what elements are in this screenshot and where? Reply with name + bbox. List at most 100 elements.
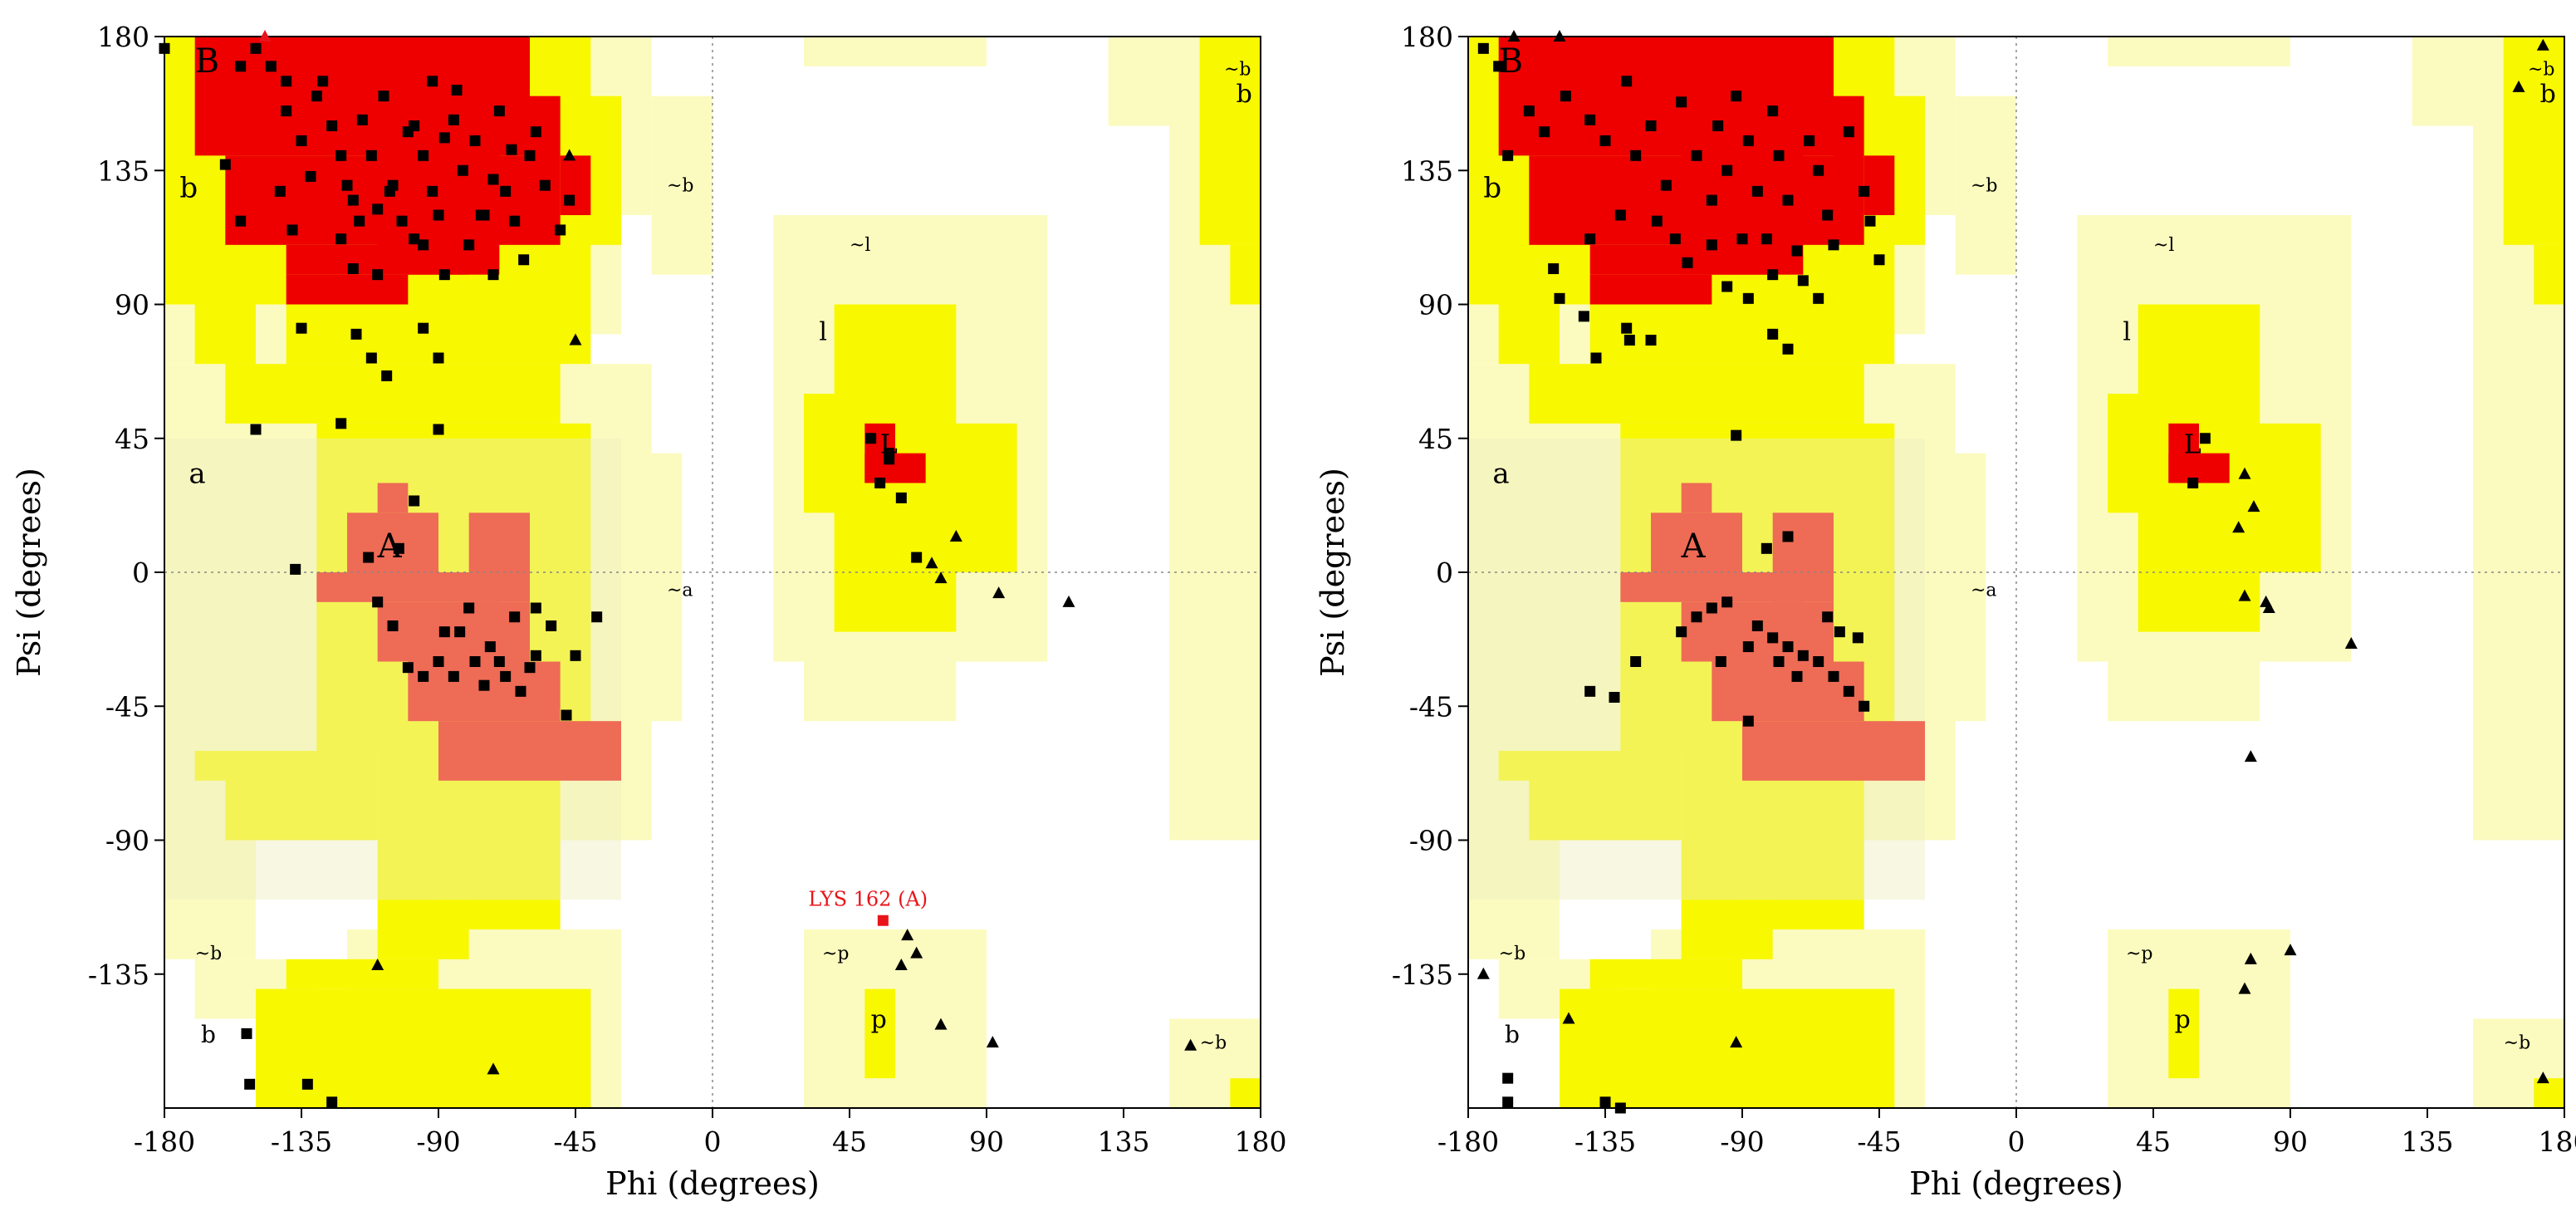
core-region: [347, 512, 438, 572]
region-label: a: [1492, 458, 1509, 491]
core-region: [1834, 96, 1864, 245]
core-region: [1589, 274, 1712, 305]
residue-point-square: [530, 602, 541, 614]
allowed-region: [2534, 244, 2564, 305]
residue-point-square: [1731, 429, 1742, 441]
glycine-point-triangle: [2238, 982, 2251, 994]
region-label: b: [179, 172, 198, 205]
residue-point-square: [874, 478, 886, 488]
glycine-point-triangle: [901, 929, 914, 941]
y-tick-label: -45: [105, 690, 149, 723]
x-tick-label: 135: [1098, 1125, 1150, 1158]
residue-point-square: [427, 185, 438, 197]
residue-point-square: [1721, 281, 1733, 292]
x-tick-label: -180: [1437, 1125, 1499, 1158]
core-region: [377, 601, 530, 662]
region-label: ~l: [850, 235, 870, 256]
residue-point-square: [1791, 670, 1803, 682]
x-tick-label: 135: [2402, 1125, 2454, 1158]
residue-point-square: [1797, 275, 1809, 287]
residue-point-square: [1767, 105, 1779, 117]
residue-point-square: [384, 185, 395, 197]
y-tick-label: -135: [1392, 959, 1453, 991]
core-region: [377, 483, 409, 513]
residue-point-square: [396, 215, 408, 227]
residue-point-square: [1539, 126, 1550, 138]
region-label: ~b: [1224, 60, 1251, 81]
residue-point-square: [1578, 311, 1589, 322]
allowed-region: [2503, 37, 2564, 245]
glycine-point-triangle: [2284, 944, 2297, 956]
residue-point-square: [1645, 120, 1657, 131]
alpha-region-tint: [164, 438, 621, 900]
residue-point-square: [1873, 254, 1885, 266]
glycine-point-triangle: [2238, 589, 2251, 601]
x-tick-label: 0: [2008, 1125, 2025, 1158]
residue-point-square: [1477, 42, 1489, 54]
residue-point-square: [1782, 531, 1794, 542]
residue-point-square: [1767, 269, 1779, 281]
x-tick-label: -90: [1720, 1125, 1764, 1158]
residue-point-square: [1621, 322, 1633, 334]
generously-allowed-region: [651, 96, 713, 275]
core-region: [438, 721, 621, 781]
residue-point-square: [235, 215, 247, 227]
y-tick-label: 0: [1436, 557, 1453, 589]
residue-point-square: [1742, 135, 1754, 146]
allowed-region: [1681, 900, 1773, 959]
residue-point-square: [524, 662, 536, 674]
x-tick-label: -45: [553, 1125, 597, 1158]
residue-point-square: [1721, 164, 1733, 176]
residue-point-square: [1721, 596, 1733, 608]
residue-point-square: [305, 170, 316, 182]
residue-point-square: [241, 1027, 252, 1039]
residue-point-square: [451, 85, 463, 96]
residue-point-square: [500, 670, 512, 682]
y-tick-label: 45: [115, 423, 149, 455]
residue-point-square: [1660, 179, 1672, 191]
residue-point-square: [493, 656, 505, 667]
residue-point-square: [281, 76, 292, 87]
residue-point-square: [1742, 292, 1754, 304]
region-label: ~b: [2504, 1032, 2531, 1053]
residue-point-square: [1502, 1072, 1514, 1084]
residue-point-square: [2199, 433, 2211, 444]
residue-point-square: [487, 269, 499, 281]
residue-point-square: [463, 602, 475, 614]
region-label: ~b: [1499, 944, 1526, 964]
residue-point-square: [438, 132, 450, 144]
glycine-point-triangle: [563, 149, 576, 161]
residue-point-square: [1614, 1102, 1626, 1114]
core-region: [2168, 453, 2230, 483]
allowed-region: [2199, 423, 2321, 572]
residue-point-square: [1767, 328, 1779, 340]
residue-point-square: [591, 611, 603, 623]
residue-point-square: [1797, 650, 1809, 661]
allowed-region: [377, 900, 469, 959]
residue-point-square: [372, 269, 384, 281]
residue-point-square: [469, 656, 481, 667]
generously-allowed-region: [1108, 37, 1169, 126]
y-tick-label: -90: [105, 825, 149, 857]
residue-point-square: [1767, 632, 1779, 644]
residue-point-square: [1599, 1096, 1611, 1108]
y-tick-label: 135: [1401, 154, 1453, 187]
residue-point-square: [1773, 150, 1785, 161]
residue-point-square: [1742, 715, 1754, 727]
core-region: [1681, 483, 1712, 513]
residue-point-square: [372, 596, 384, 608]
residue-point-square: [409, 233, 420, 245]
residue-point-square: [1761, 233, 1772, 245]
residue-point-square: [895, 492, 907, 503]
residue-point-square: [1584, 685, 1596, 697]
residue-point-square: [1864, 215, 1876, 227]
glycine-point-triangle: [2344, 637, 2358, 649]
residue-point-square: [1813, 656, 1824, 667]
core-region: [530, 96, 561, 245]
residue-point-square: [539, 179, 551, 191]
residue-point-square: [409, 120, 420, 131]
residue-point-square: [1822, 209, 1834, 221]
x-tick-label: -90: [416, 1125, 460, 1158]
residue-point-square: [433, 209, 444, 221]
